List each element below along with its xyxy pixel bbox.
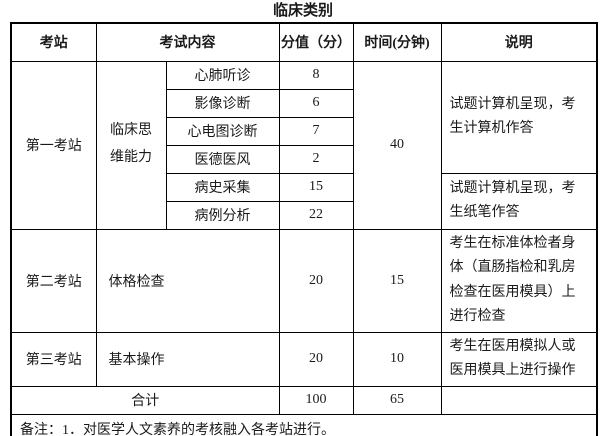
station1-name: 第一考站 — [10, 60, 97, 230]
station2-score: 20 — [278, 228, 354, 333]
item-label: 医德医风 — [165, 144, 280, 174]
item-score: 8 — [278, 60, 354, 90]
table-row: 第一考站 临床思维能力 心肺听诊 8 40 试题计算机呈现，考生计算机作答 — [10, 60, 598, 230]
page-title: 临床类别 — [272, 3, 333, 19]
total-time: 65 — [352, 385, 442, 415]
col-header-note: 说明 — [440, 22, 598, 62]
station1-category-label: 临床思维能力 — [110, 123, 152, 165]
col-header-station: 考站 — [10, 22, 97, 62]
remark-item-1: 1．对医学人文素养的考核融入各考站进行。 — [62, 422, 335, 436]
remarks-label: 备注： — [20, 422, 62, 436]
station3-score: 20 — [278, 331, 354, 387]
station3-content: 基本操作 — [95, 331, 280, 387]
exam-schedule-table: 考站 考试内容 分值（分） 时间(分钟) 说明 第一考站 临床思维能力 心肺听诊… — [10, 22, 598, 436]
station3-note: 考生在医用模拟人或医用模具上进行操作 — [440, 331, 598, 387]
station1-category: 临床思维能力 — [95, 60, 167, 230]
station3-time: 10 — [352, 331, 442, 387]
item-label: 影像诊断 — [165, 88, 280, 118]
table-row: 病例分析 22 — [11, 200, 597, 230]
station2-content: 体格检查 — [95, 228, 280, 333]
item-label: 心肺听诊 — [165, 60, 280, 90]
item-score: 22 — [278, 200, 354, 230]
item-label: 病例分析 — [165, 200, 280, 230]
item-score: 7 — [278, 116, 354, 146]
total-row: 合计 100 65 — [10, 385, 598, 415]
item-score: 6 — [278, 88, 354, 118]
table-header-row: 考站 考试内容 分值（分） 时间(分钟) 说明 — [10, 22, 598, 62]
item-score: 15 — [278, 172, 354, 202]
station1-note-computer: 试题计算机呈现，考生计算机作答 — [440, 60, 598, 174]
station1-time: 40 — [352, 60, 442, 230]
remarks-cell: 备注：1．对医学人文素养的考核融入各考站进行。 2．考试时间包括考生阅读题卡、物… — [10, 413, 598, 436]
table-row: 第二考站 体格检查 20 15 考生在标准体检者身体（直肠指检和乳房检查在医用模… — [10, 228, 598, 333]
col-header-time: 时间(分钟) — [352, 22, 442, 62]
station2-name: 第二考站 — [10, 228, 97, 333]
table-row: 影像诊断 6 — [11, 88, 597, 118]
total-note-empty — [440, 385, 598, 415]
station1-note-paper: 试题计算机呈现，考生纸笔作答 — [440, 172, 598, 230]
station2-note: 考生在标准体检者身体（直肠指检和乳房检查在医用模具）上进行检查 — [440, 228, 598, 333]
col-header-content: 考试内容 — [95, 22, 280, 62]
station3-name: 第三考站 — [10, 331, 97, 387]
table-row: 第三考站 基本操作 20 10 考生在医用模拟人或医用模具上进行操作 — [10, 331, 598, 387]
remark-line-1: 备注：1．对医学人文素养的考核融入各考站进行。 — [20, 419, 588, 436]
total-label: 合计 — [10, 385, 280, 415]
item-score: 2 — [278, 144, 354, 174]
item-label: 病史采集 — [165, 172, 280, 202]
item-label: 心电图诊断 — [165, 116, 280, 146]
remarks-row: 备注：1．对医学人文素养的考核融入各考站进行。 2．考试时间包括考生阅读题卡、物… — [10, 413, 598, 436]
table-row: 医德医风 2 — [11, 144, 597, 174]
total-score: 100 — [278, 385, 354, 415]
col-header-score: 分值（分） — [278, 22, 354, 62]
station2-time: 15 — [352, 228, 442, 333]
